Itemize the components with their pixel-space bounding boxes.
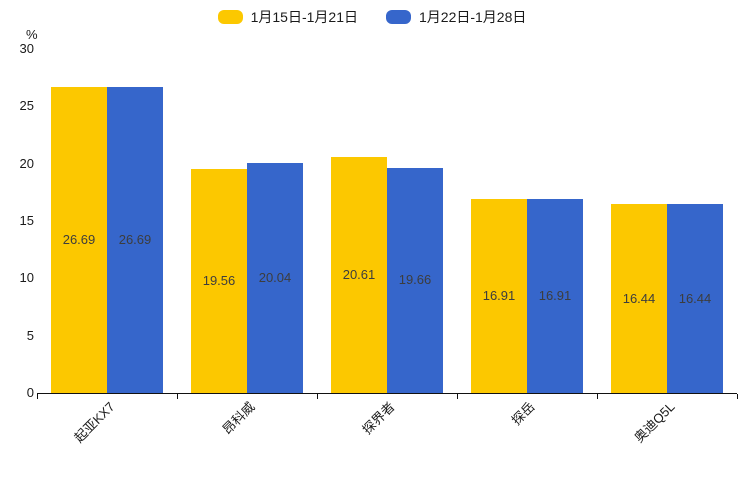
bar-value-label: 26.69 bbox=[118, 231, 152, 247]
x-tick bbox=[177, 394, 178, 399]
x-category-label: 奥迪Q5L bbox=[631, 399, 678, 446]
bar-1月15日-1月21日-起亚KX7 bbox=[51, 86, 107, 393]
x-tick bbox=[597, 394, 598, 399]
y-tick-label: 10 bbox=[19, 270, 34, 286]
x-tick bbox=[457, 394, 458, 399]
x-tick bbox=[737, 394, 738, 399]
bar-1月15日-1月21日-奥迪Q5L bbox=[611, 204, 667, 393]
x-category-label: 探界者 bbox=[359, 399, 398, 438]
bar-value-label: 19.66 bbox=[398, 272, 432, 288]
legend: 1月15日-1月21日 1月22日-1月28日 bbox=[0, 7, 744, 27]
bar-value-label: 26.69 bbox=[62, 231, 96, 247]
legend-swatch-blue bbox=[386, 10, 411, 24]
x-category-label: 昂科威 bbox=[219, 399, 258, 438]
y-tick-label: 25 bbox=[19, 98, 34, 114]
bar-value-label: 16.91 bbox=[482, 288, 516, 304]
bar-1月15日-1月21日-昂科威 bbox=[191, 168, 247, 393]
bar-1月22日-1月28日-探岳 bbox=[527, 199, 583, 393]
legend-item-week1: 1月15日-1月21日 bbox=[217, 7, 358, 27]
x-tick bbox=[317, 394, 318, 399]
legend-item-week2: 1月22日-1月28日 bbox=[386, 7, 526, 27]
y-tick-label: 5 bbox=[26, 327, 34, 343]
bar-1月22日-1月28日-起亚KX7 bbox=[107, 86, 163, 393]
bar-1月15日-1月21日-探界者 bbox=[331, 156, 387, 393]
bar-value-label: 20.04 bbox=[258, 270, 292, 286]
y-tick-label: 20 bbox=[19, 155, 34, 171]
y-tick-label: 0 bbox=[26, 385, 34, 400]
y-tick-label: 30 bbox=[19, 41, 34, 56]
legend-swatch-yellow bbox=[217, 10, 243, 24]
y-axis-unit-label: % bbox=[26, 27, 38, 42]
bar-value-label: 19.56 bbox=[202, 272, 236, 288]
bar-1月22日-1月28日-探界者 bbox=[387, 167, 443, 393]
legend-label-week2: 1月22日-1月28日 bbox=[419, 9, 527, 25]
bar-value-label: 16.44 bbox=[678, 290, 712, 306]
x-category-label: 探岳 bbox=[508, 399, 538, 429]
x-axis-line bbox=[37, 393, 737, 394]
bar-1月22日-1月28日-昂科威 bbox=[247, 163, 303, 393]
bar-value-label: 16.91 bbox=[538, 288, 572, 304]
bar-value-label: 16.44 bbox=[622, 290, 656, 306]
legend-label-week1: 1月15日-1月21日 bbox=[250, 9, 358, 25]
bar-1月15日-1月21日-探岳 bbox=[471, 199, 527, 393]
bar-1月22日-1月28日-奥迪Q5L bbox=[667, 204, 723, 393]
x-category-label: 起亚KX7 bbox=[71, 399, 118, 446]
x-tick bbox=[37, 394, 38, 399]
y-tick-label: 15 bbox=[19, 213, 34, 228]
bar-value-label: 20.61 bbox=[342, 266, 376, 282]
